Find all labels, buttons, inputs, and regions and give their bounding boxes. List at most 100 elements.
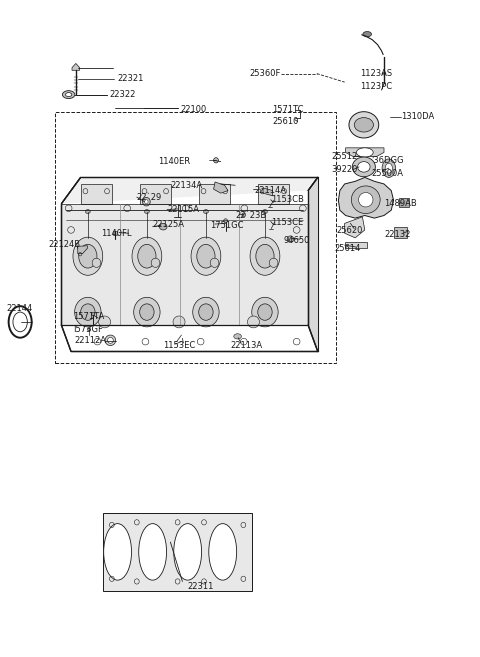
Polygon shape: [345, 242, 367, 248]
Ellipse shape: [144, 210, 149, 214]
Ellipse shape: [234, 334, 241, 339]
Text: 1310DA: 1310DA: [401, 112, 434, 122]
Ellipse shape: [300, 205, 306, 212]
Ellipse shape: [204, 210, 208, 214]
Ellipse shape: [62, 91, 75, 99]
Ellipse shape: [351, 186, 380, 214]
Text: 25620: 25620: [336, 226, 362, 235]
Ellipse shape: [173, 316, 185, 328]
Ellipse shape: [248, 316, 259, 328]
Ellipse shape: [91, 313, 95, 316]
Ellipse shape: [139, 524, 167, 580]
Ellipse shape: [363, 32, 372, 37]
Ellipse shape: [87, 328, 90, 331]
Ellipse shape: [75, 297, 101, 327]
Ellipse shape: [199, 304, 213, 320]
Bar: [103, 513, 252, 591]
Ellipse shape: [356, 148, 373, 157]
Ellipse shape: [242, 213, 246, 217]
Text: 22144: 22144: [7, 304, 33, 313]
Text: 22321: 22321: [118, 74, 144, 83]
Polygon shape: [346, 148, 384, 156]
Ellipse shape: [224, 219, 228, 223]
Ellipse shape: [263, 210, 267, 214]
Text: 1140ER: 1140ER: [158, 157, 191, 166]
Text: 1571TC: 1571TC: [272, 105, 303, 114]
Ellipse shape: [359, 193, 373, 207]
Text: 1153CE: 1153CE: [271, 218, 303, 227]
Ellipse shape: [85, 210, 90, 214]
Ellipse shape: [65, 93, 72, 97]
Text: 25614: 25614: [334, 244, 360, 253]
Polygon shape: [61, 177, 318, 204]
Text: 22311: 22311: [187, 582, 214, 591]
Text: 22134A: 22134A: [170, 181, 203, 190]
Ellipse shape: [132, 237, 162, 275]
Ellipse shape: [143, 197, 150, 206]
Text: 39220: 39220: [331, 165, 358, 174]
Ellipse shape: [92, 258, 101, 267]
Polygon shape: [113, 231, 117, 235]
Text: 1123PC: 1123PC: [360, 81, 392, 91]
Ellipse shape: [108, 338, 113, 344]
Ellipse shape: [138, 244, 156, 268]
Polygon shape: [345, 217, 365, 238]
Bar: [258, 184, 289, 204]
Ellipse shape: [73, 237, 103, 275]
Text: 1489AB: 1489AB: [384, 199, 417, 208]
Ellipse shape: [210, 258, 219, 267]
Ellipse shape: [124, 205, 131, 212]
Ellipse shape: [159, 223, 167, 230]
Polygon shape: [78, 246, 87, 254]
Ellipse shape: [214, 158, 218, 163]
Text: 22115A: 22115A: [167, 205, 199, 214]
Text: 22`29: 22`29: [137, 193, 162, 202]
Ellipse shape: [182, 205, 189, 212]
Ellipse shape: [79, 244, 97, 268]
Text: 1751GC: 1751GC: [210, 221, 243, 230]
Ellipse shape: [269, 258, 278, 267]
Ellipse shape: [241, 205, 248, 212]
Ellipse shape: [385, 164, 393, 173]
Text: 25512: 25512: [331, 152, 358, 161]
Text: 1153EC: 1153EC: [163, 341, 195, 350]
Ellipse shape: [256, 244, 274, 268]
Text: 22100: 22100: [180, 104, 206, 114]
Polygon shape: [394, 227, 407, 238]
Polygon shape: [338, 177, 394, 218]
Polygon shape: [72, 64, 80, 70]
Text: 22124B: 22124B: [48, 240, 80, 249]
Polygon shape: [214, 182, 228, 193]
Ellipse shape: [252, 297, 278, 327]
Polygon shape: [308, 177, 318, 351]
Text: 22`23B: 22`23B: [235, 211, 266, 220]
Text: '36DGG: '36DGG: [371, 156, 404, 166]
Ellipse shape: [382, 159, 396, 177]
Text: 22125A: 22125A: [153, 219, 185, 229]
Polygon shape: [399, 198, 409, 207]
Text: 1140FL: 1140FL: [101, 229, 132, 238]
Text: 25610: 25610: [272, 117, 299, 126]
Ellipse shape: [349, 112, 379, 138]
Ellipse shape: [145, 200, 148, 204]
Ellipse shape: [287, 236, 294, 242]
Ellipse shape: [140, 304, 154, 320]
Text: I573GF: I573GF: [73, 325, 103, 334]
Ellipse shape: [151, 258, 160, 267]
Ellipse shape: [98, 316, 110, 328]
Polygon shape: [61, 204, 308, 325]
Ellipse shape: [81, 304, 95, 320]
Ellipse shape: [358, 162, 370, 172]
Text: 1123AS: 1123AS: [360, 69, 392, 78]
Ellipse shape: [258, 304, 272, 320]
Text: 25500A: 25500A: [371, 169, 403, 178]
Text: 22112A: 22112A: [74, 336, 107, 346]
Ellipse shape: [197, 244, 215, 268]
Ellipse shape: [65, 205, 72, 212]
Polygon shape: [263, 188, 273, 196]
Text: 94650: 94650: [283, 236, 310, 245]
Ellipse shape: [192, 297, 219, 327]
Text: 22114A: 22114A: [254, 186, 287, 195]
Bar: [199, 184, 230, 204]
Ellipse shape: [352, 157, 375, 177]
